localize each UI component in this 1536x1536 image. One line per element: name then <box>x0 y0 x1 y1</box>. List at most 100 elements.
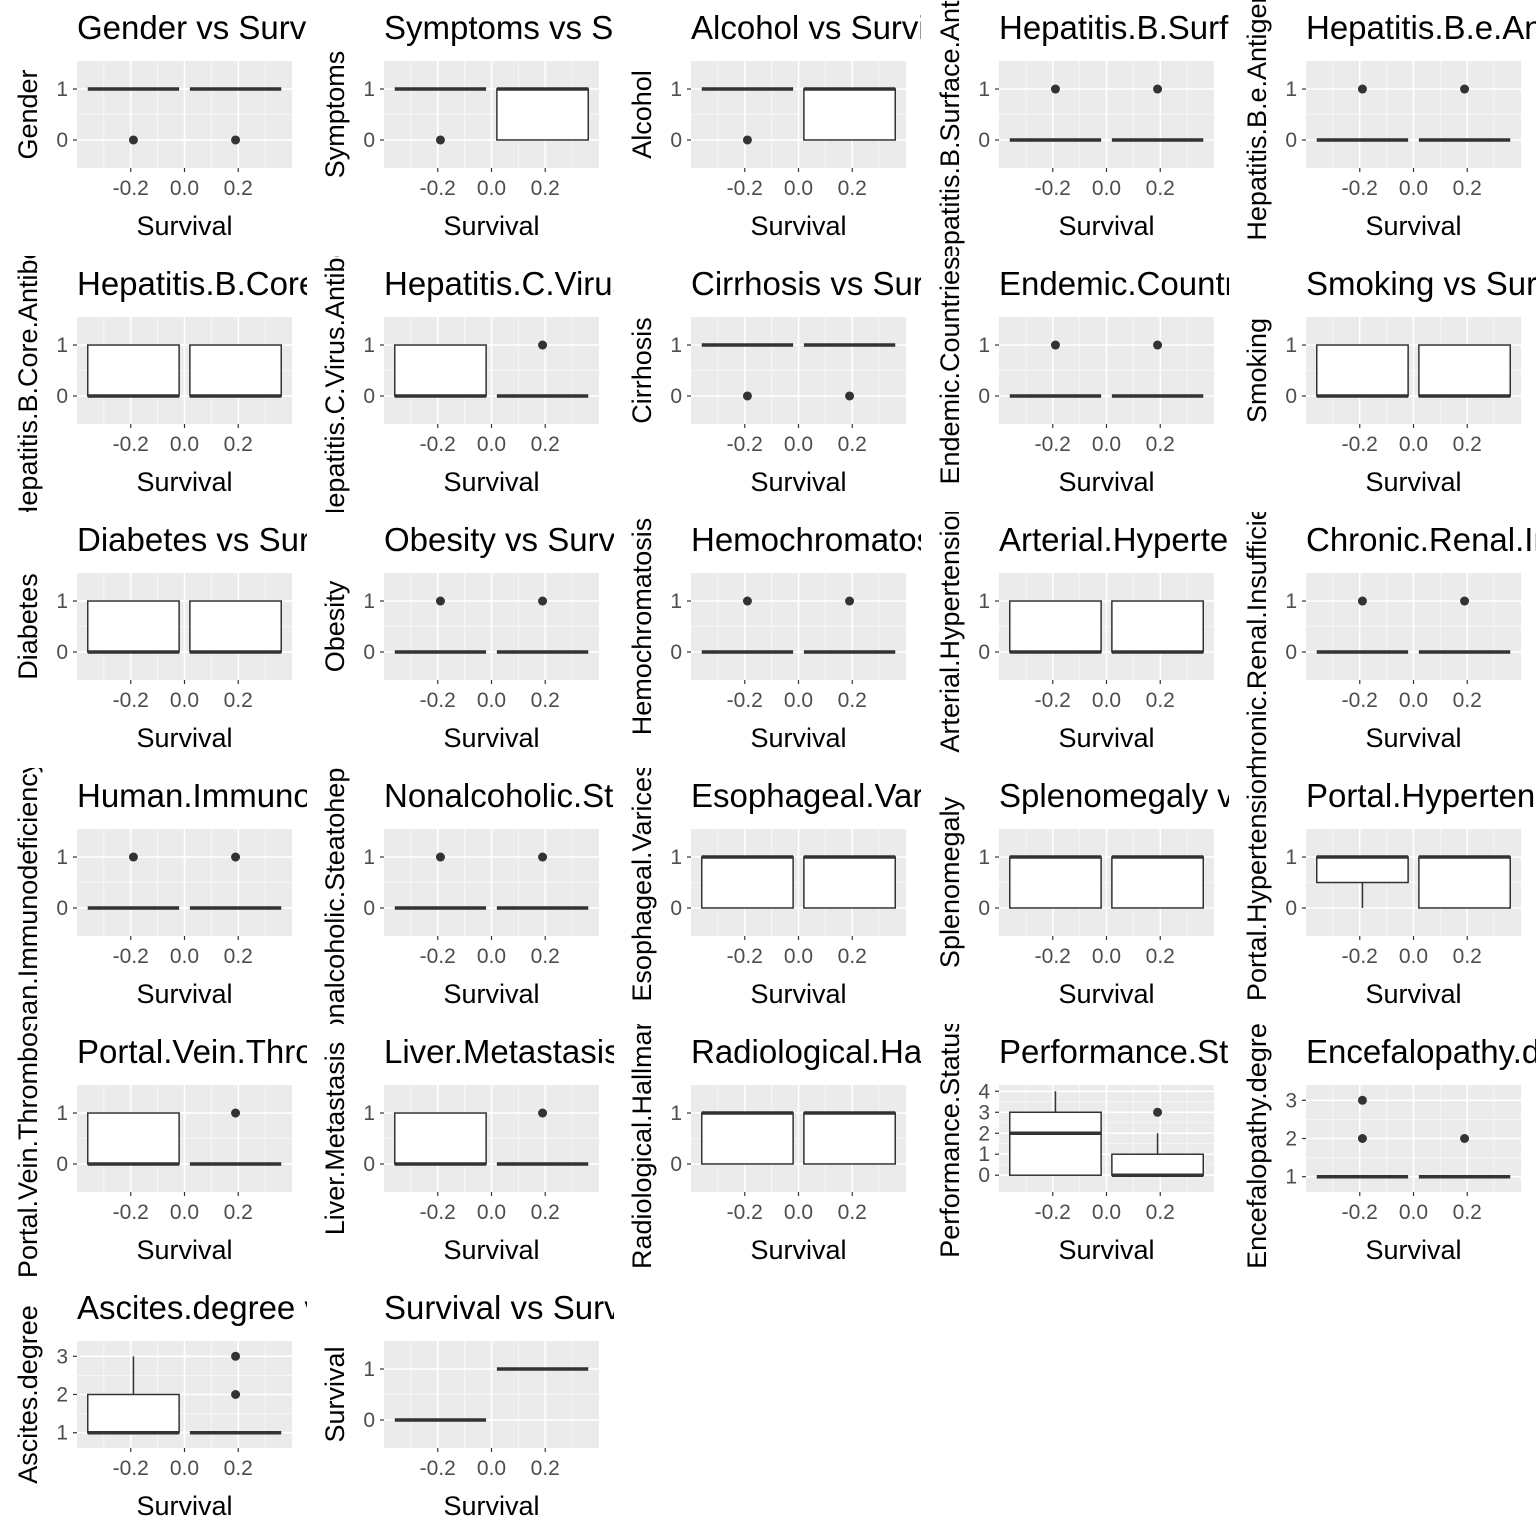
y-tick-label: 1 <box>364 78 376 101</box>
plot-root: -0.2 0.0 0.2 0 1 Survival Hepatitis.B.Core.Ant… <box>13 256 307 512</box>
y-tick-label: 0 <box>56 385 68 408</box>
plot-root: -0.2 0.0 0.2 0 1 Survival Human.Immunodeficien… <box>13 768 307 1024</box>
plot-root: -0.2 0.0 0.2 0 1 Survival Nonalcoholic.Steatoh… <box>320 768 614 1024</box>
boxplot-svg: -0.2 0.0 0.2 0 1 Survival Radiological.Hallmar… <box>627 1024 921 1269</box>
box-group <box>701 1111 795 1165</box>
box-body <box>1110 600 1204 653</box>
boxplot-svg: -0.2 0.0 0.2 0 1 Survival Arterial.Hypertensio… <box>935 512 1229 753</box>
x-axis-title: Survival <box>1058 723 1154 753</box>
outlier-point <box>1357 84 1367 94</box>
facet-panel: -0.2 0.0 0.2 0 1 2 3 4 Survival Performance.Statu… <box>922 1024 1229 1280</box>
y-tick-label: 2 <box>56 1384 68 1407</box>
y-tick-label: 1 <box>671 78 683 101</box>
x-tick-label: -0.2 <box>727 689 763 712</box>
x-tick-label: 0.0 <box>1399 433 1428 456</box>
x-axis-title: Survival <box>444 723 540 753</box>
y-tick-label: 0 <box>1285 897 1297 920</box>
outlier-point <box>1152 1107 1162 1117</box>
boxplot-svg: -0.2 0.0 0.2 0 1 Survival Hepatitis.B.e.Antige… <box>1242 0 1536 241</box>
plot-title: Encefalopathy.degree vs Survival <box>1306 1033 1536 1070</box>
x-tick-label: -0.2 <box>727 1201 763 1224</box>
box-group <box>1009 340 1101 398</box>
facet-panel: -0.2 0.0 0.2 0 1 Survival Portal.Vein.Thrombos… <box>0 1024 307 1280</box>
box-group <box>1316 596 1408 654</box>
y-tick-label: 1 <box>978 334 990 357</box>
plot-title: Radiological.Hallmark vs Survival <box>691 1033 921 1070</box>
boxplot-svg: -0.2 0.0 0.2 0 1 Survival Esophageal.Varices Es… <box>627 768 921 1009</box>
plot-root: -0.2 0.0 0.2 0 1 Survival Hepatitis.C.Virus.An… <box>320 256 614 512</box>
box-body <box>803 88 897 141</box>
y-tick-label: 0 <box>364 897 376 920</box>
box-group <box>1417 344 1511 398</box>
y-tick-label: 3 <box>978 1101 990 1124</box>
box-group <box>1110 1107 1204 1177</box>
x-axis-title: Survival <box>1365 211 1461 241</box>
x-axis-title: Survival <box>444 211 540 241</box>
outlier-point <box>538 596 548 606</box>
x-tick-label: -0.2 <box>420 1457 456 1480</box>
x-tick-label: 0.0 <box>1399 945 1428 968</box>
plot-title: Portal.Vein.Thrombosis vs Survival <box>77 1033 307 1070</box>
x-tick-label: 0.2 <box>1452 177 1481 200</box>
boxplot-svg: -0.2 0.0 0.2 0 1 Survival Splenomegaly Splenome… <box>935 777 1229 1009</box>
y-tick-label: 1 <box>56 846 68 869</box>
y-axis-title: Hepatitis.B.Surface.Antigen <box>935 0 965 256</box>
outlier-point <box>845 391 855 401</box>
x-tick-label: -0.2 <box>113 945 149 968</box>
outlier-point <box>1152 84 1162 94</box>
y-tick-label: 3 <box>1285 1089 1297 1112</box>
x-tick-label: 0.2 <box>838 433 867 456</box>
y-tick-label: 1 <box>671 1102 683 1125</box>
outlier-point <box>1050 340 1060 350</box>
outlier-point <box>231 1351 241 1361</box>
y-axis-title: Hemochromatosis <box>627 518 657 736</box>
x-tick-label: 0.2 <box>1452 945 1481 968</box>
plot-title: Survival vs Survival <box>384 1289 614 1326</box>
facet-panel: -0.2 0.0 0.2 0 1 Survival Portal.Hypertension P… <box>1229 768 1536 1024</box>
box-body <box>189 600 282 653</box>
plot-root: -0.2 0.0 0.2 0 1 Survival Hepatitis.B.e.Antige… <box>1242 0 1536 241</box>
box-group <box>803 855 897 909</box>
y-tick-label: 0 <box>671 897 683 920</box>
box-group <box>803 1111 897 1165</box>
x-tick-label: 0.2 <box>531 433 560 456</box>
box-group <box>1418 84 1511 142</box>
y-tick-label: 1 <box>364 590 376 613</box>
y-axis-title: Cirrhosis <box>627 317 657 424</box>
plot-root: -0.2 0.0 0.2 1 2 3 Survival Ascites.degree Ascit… <box>13 1289 307 1521</box>
facet-panel: -0.2 0.0 0.2 0 1 Survival Chronic.Renal.Insuff… <box>1229 512 1536 768</box>
y-tick-label: 0 <box>671 641 683 664</box>
box-group <box>394 344 488 398</box>
box-group <box>702 596 794 654</box>
box-group <box>496 87 590 141</box>
box-group <box>1418 596 1511 654</box>
box-body <box>1110 856 1204 909</box>
box-body <box>87 600 180 653</box>
box-group <box>1008 1091 1102 1176</box>
y-axis-title: Performance.Status <box>935 1024 965 1258</box>
x-tick-label: 0.2 <box>838 1201 867 1224</box>
outlier-point <box>231 1108 241 1118</box>
y-tick-label: 1 <box>1285 590 1297 613</box>
plot-root: -0.2 0.0 0.2 1 2 3 Survival Encefalopathy.degre… <box>1242 1024 1536 1269</box>
box-body <box>1008 1111 1102 1176</box>
y-tick-label: 1 <box>56 590 68 613</box>
box-group <box>87 852 180 910</box>
plot-title: Smoking vs Survival <box>1306 265 1536 302</box>
boxplot-svg: -0.2 0.0 0.2 0 1 Survival Hepatitis.C.Virus.An… <box>320 256 614 512</box>
box-group <box>497 852 589 910</box>
box-body <box>496 88 590 141</box>
y-axis-title: Chronic.Renal.Insufficiency <box>1242 512 1272 768</box>
x-tick-label: 0.0 <box>784 177 813 200</box>
box-group <box>1110 855 1204 909</box>
x-axis-title: Survival <box>751 1235 847 1265</box>
x-axis-title: Survival <box>444 1235 540 1265</box>
y-tick-label: 1 <box>671 846 683 869</box>
plot-root: -0.2 0.0 0.2 0 1 Survival Chronic.Renal.Insuff… <box>1242 512 1536 768</box>
box-group <box>1315 344 1409 398</box>
boxplot-svg: -0.2 0.0 0.2 0 1 Survival Hepatitis.B.Core.Ant… <box>13 256 307 512</box>
y-axis-title: Diabetes <box>13 573 43 680</box>
plot-title: Arterial.Hypertension vs Survival <box>999 521 1229 558</box>
box-body <box>701 1112 795 1165</box>
facet-panel: -0.2 0.0 0.2 0 1 Survival Cirrhosis Cirrhosis v… <box>614 256 921 512</box>
